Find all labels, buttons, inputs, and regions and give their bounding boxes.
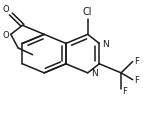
Text: F: F — [122, 86, 127, 95]
Text: N: N — [91, 69, 98, 78]
Text: O: O — [3, 31, 9, 40]
Text: Cl: Cl — [83, 7, 92, 17]
Text: O: O — [3, 5, 9, 14]
Text: F: F — [134, 57, 139, 66]
Text: F: F — [134, 75, 139, 84]
Text: N: N — [102, 40, 109, 49]
